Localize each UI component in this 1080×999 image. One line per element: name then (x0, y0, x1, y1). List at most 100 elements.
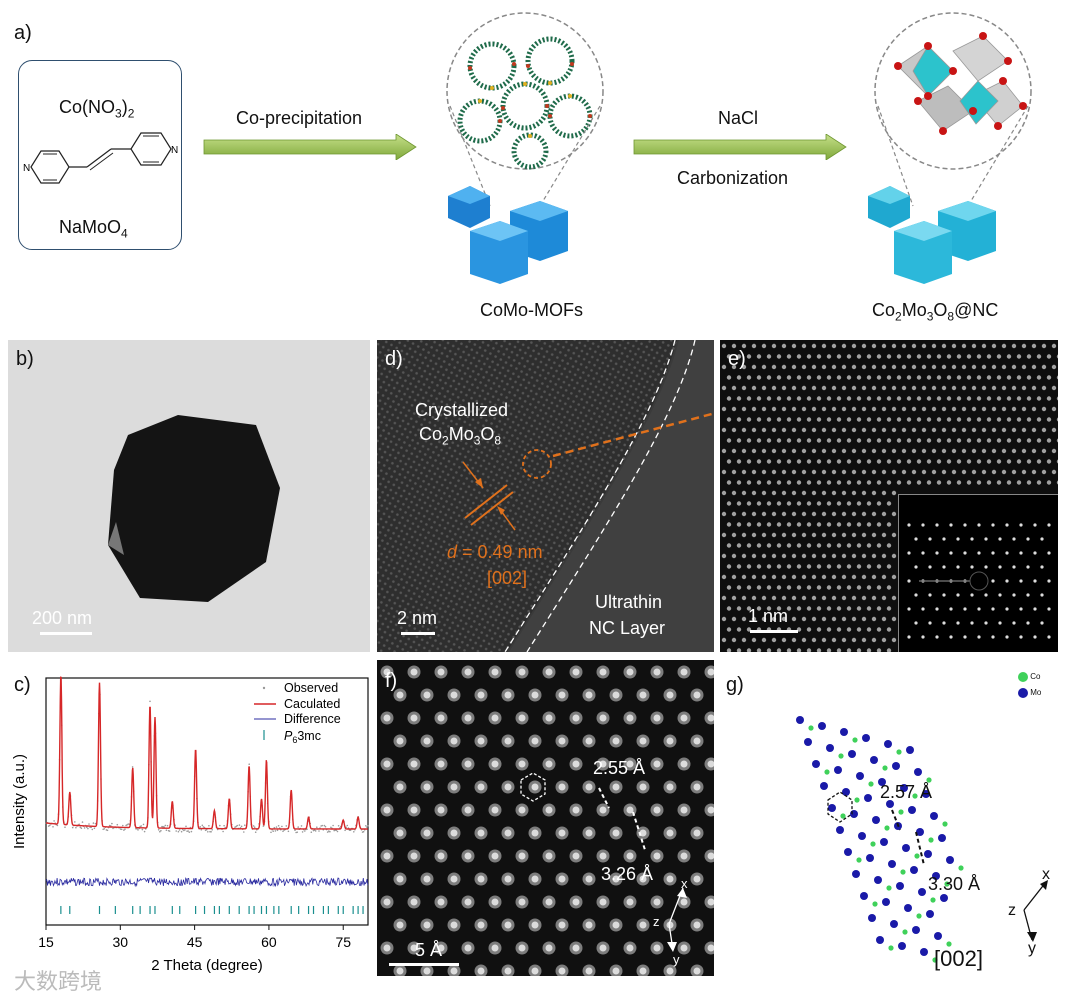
watermark: 大数跨境 (14, 969, 103, 994)
observed-point (270, 831, 272, 834)
panel-f-label: f) (385, 670, 398, 692)
observed-point (47, 825, 50, 827)
panel-b-scale-bar (40, 632, 92, 635)
reagent-sodium-molybdate: NaMoO4 (59, 217, 128, 241)
observed-point (160, 829, 162, 832)
observed-point (276, 829, 279, 832)
observed-point (262, 825, 265, 827)
observed-point (277, 825, 280, 827)
observed-point (181, 828, 184, 831)
observed-point (52, 826, 54, 828)
legend-observed-marker (262, 686, 266, 690)
observed-point (81, 821, 84, 823)
observed-point (252, 825, 255, 827)
legend-mo-dot (1018, 688, 1028, 698)
observed-point (367, 825, 369, 827)
xrd-chart: 15 30 45 60 75 2 Theta (degree) Intensity (a.u… (11, 676, 369, 974)
observed-point (203, 826, 206, 829)
panel-g-plane: [002] (934, 946, 983, 971)
observed-point (222, 830, 224, 833)
panel-d-crystallized: Crystallized (415, 400, 509, 420)
panel-f-distance-1: 2.55 Å (593, 758, 646, 778)
observed-point (110, 825, 112, 827)
observed-point (274, 830, 277, 832)
observed-point (297, 826, 300, 828)
panel-g-axis-z: z (1008, 902, 1016, 919)
observed-point (122, 824, 124, 827)
observed-point (200, 829, 203, 831)
observed-point (304, 830, 306, 832)
observed-point (92, 822, 95, 824)
x-tick-label: 75 (335, 934, 351, 950)
observed-point (103, 828, 106, 830)
panel-d-dspacing: d = 0.49 nm (447, 542, 543, 562)
observed-point (254, 831, 257, 833)
legend-mo: Mo (1018, 688, 1041, 698)
observed-point (180, 830, 183, 833)
observed-point (353, 831, 355, 833)
observed-point (71, 826, 74, 829)
observed-point (83, 827, 86, 829)
plot-frame (45, 677, 369, 926)
observed-point (313, 829, 316, 831)
arrow2-label-top: NaCl (718, 108, 759, 128)
observed-point (166, 824, 169, 827)
observed-point (211, 829, 213, 831)
observed-point (106, 829, 109, 832)
observed-point (210, 831, 212, 833)
observed-point (159, 830, 161, 833)
observed-point (253, 826, 256, 828)
observed-point (344, 829, 346, 832)
panel-g-axis-y: y (1028, 940, 1036, 957)
observed-point (324, 825, 327, 828)
legend-entry: Observed (284, 681, 338, 695)
observed-point (90, 826, 92, 829)
x-tick-label: 45 (187, 934, 203, 950)
observed-point (142, 823, 145, 826)
panel-b-tem-image: b) 200 nm (8, 340, 370, 652)
observed-point (49, 824, 51, 827)
observed-point (87, 827, 89, 830)
observed-point (273, 826, 276, 829)
observed-point (88, 823, 90, 825)
observed-point (188, 831, 191, 833)
observed-point (243, 831, 245, 833)
observed-point (165, 829, 168, 831)
observed-point (116, 823, 119, 826)
observed-point (168, 830, 171, 832)
observed-point (366, 826, 368, 828)
panel-f-scale-bar (389, 963, 459, 966)
observed-point (190, 830, 193, 833)
observed-point (316, 826, 318, 828)
panel-g-axis-arrows (1023, 880, 1048, 942)
legend-entry-space-group: P63mc (284, 729, 321, 745)
observed-point (123, 829, 125, 831)
observed-point (335, 829, 338, 832)
pyridine-n-left: N (23, 163, 30, 174)
observed-point (136, 828, 138, 830)
panel-d-ultrathin: Ultrathin (595, 592, 663, 612)
observed-point (164, 824, 167, 827)
panel-d-scale-bar (401, 632, 435, 635)
observed-point (149, 700, 151, 703)
observed-point (79, 826, 82, 829)
observed-point (275, 826, 278, 828)
product2-label: Co2Mo3O8@NC (872, 300, 999, 324)
panel-a-label: a) (14, 22, 32, 44)
observed-point (64, 826, 66, 828)
observed-point (330, 826, 332, 829)
observed-point (187, 830, 189, 832)
observed-point (120, 828, 123, 831)
observed-point (310, 831, 313, 833)
panel-g-distance-1: 2.57 Å (880, 782, 933, 802)
observed-point (282, 830, 284, 833)
observed-point (208, 825, 210, 827)
observed-point (296, 831, 299, 833)
pyridine-n-right: N (171, 145, 178, 156)
observed-point (240, 825, 243, 828)
bipyridylethylene-structure: N N (23, 132, 178, 184)
panel-d-hrtem-image: d) Crystallized Co2Mo3O8 d = 0.49 nm [00… (377, 340, 714, 652)
observed-point (163, 826, 165, 828)
observed-point (314, 830, 317, 832)
